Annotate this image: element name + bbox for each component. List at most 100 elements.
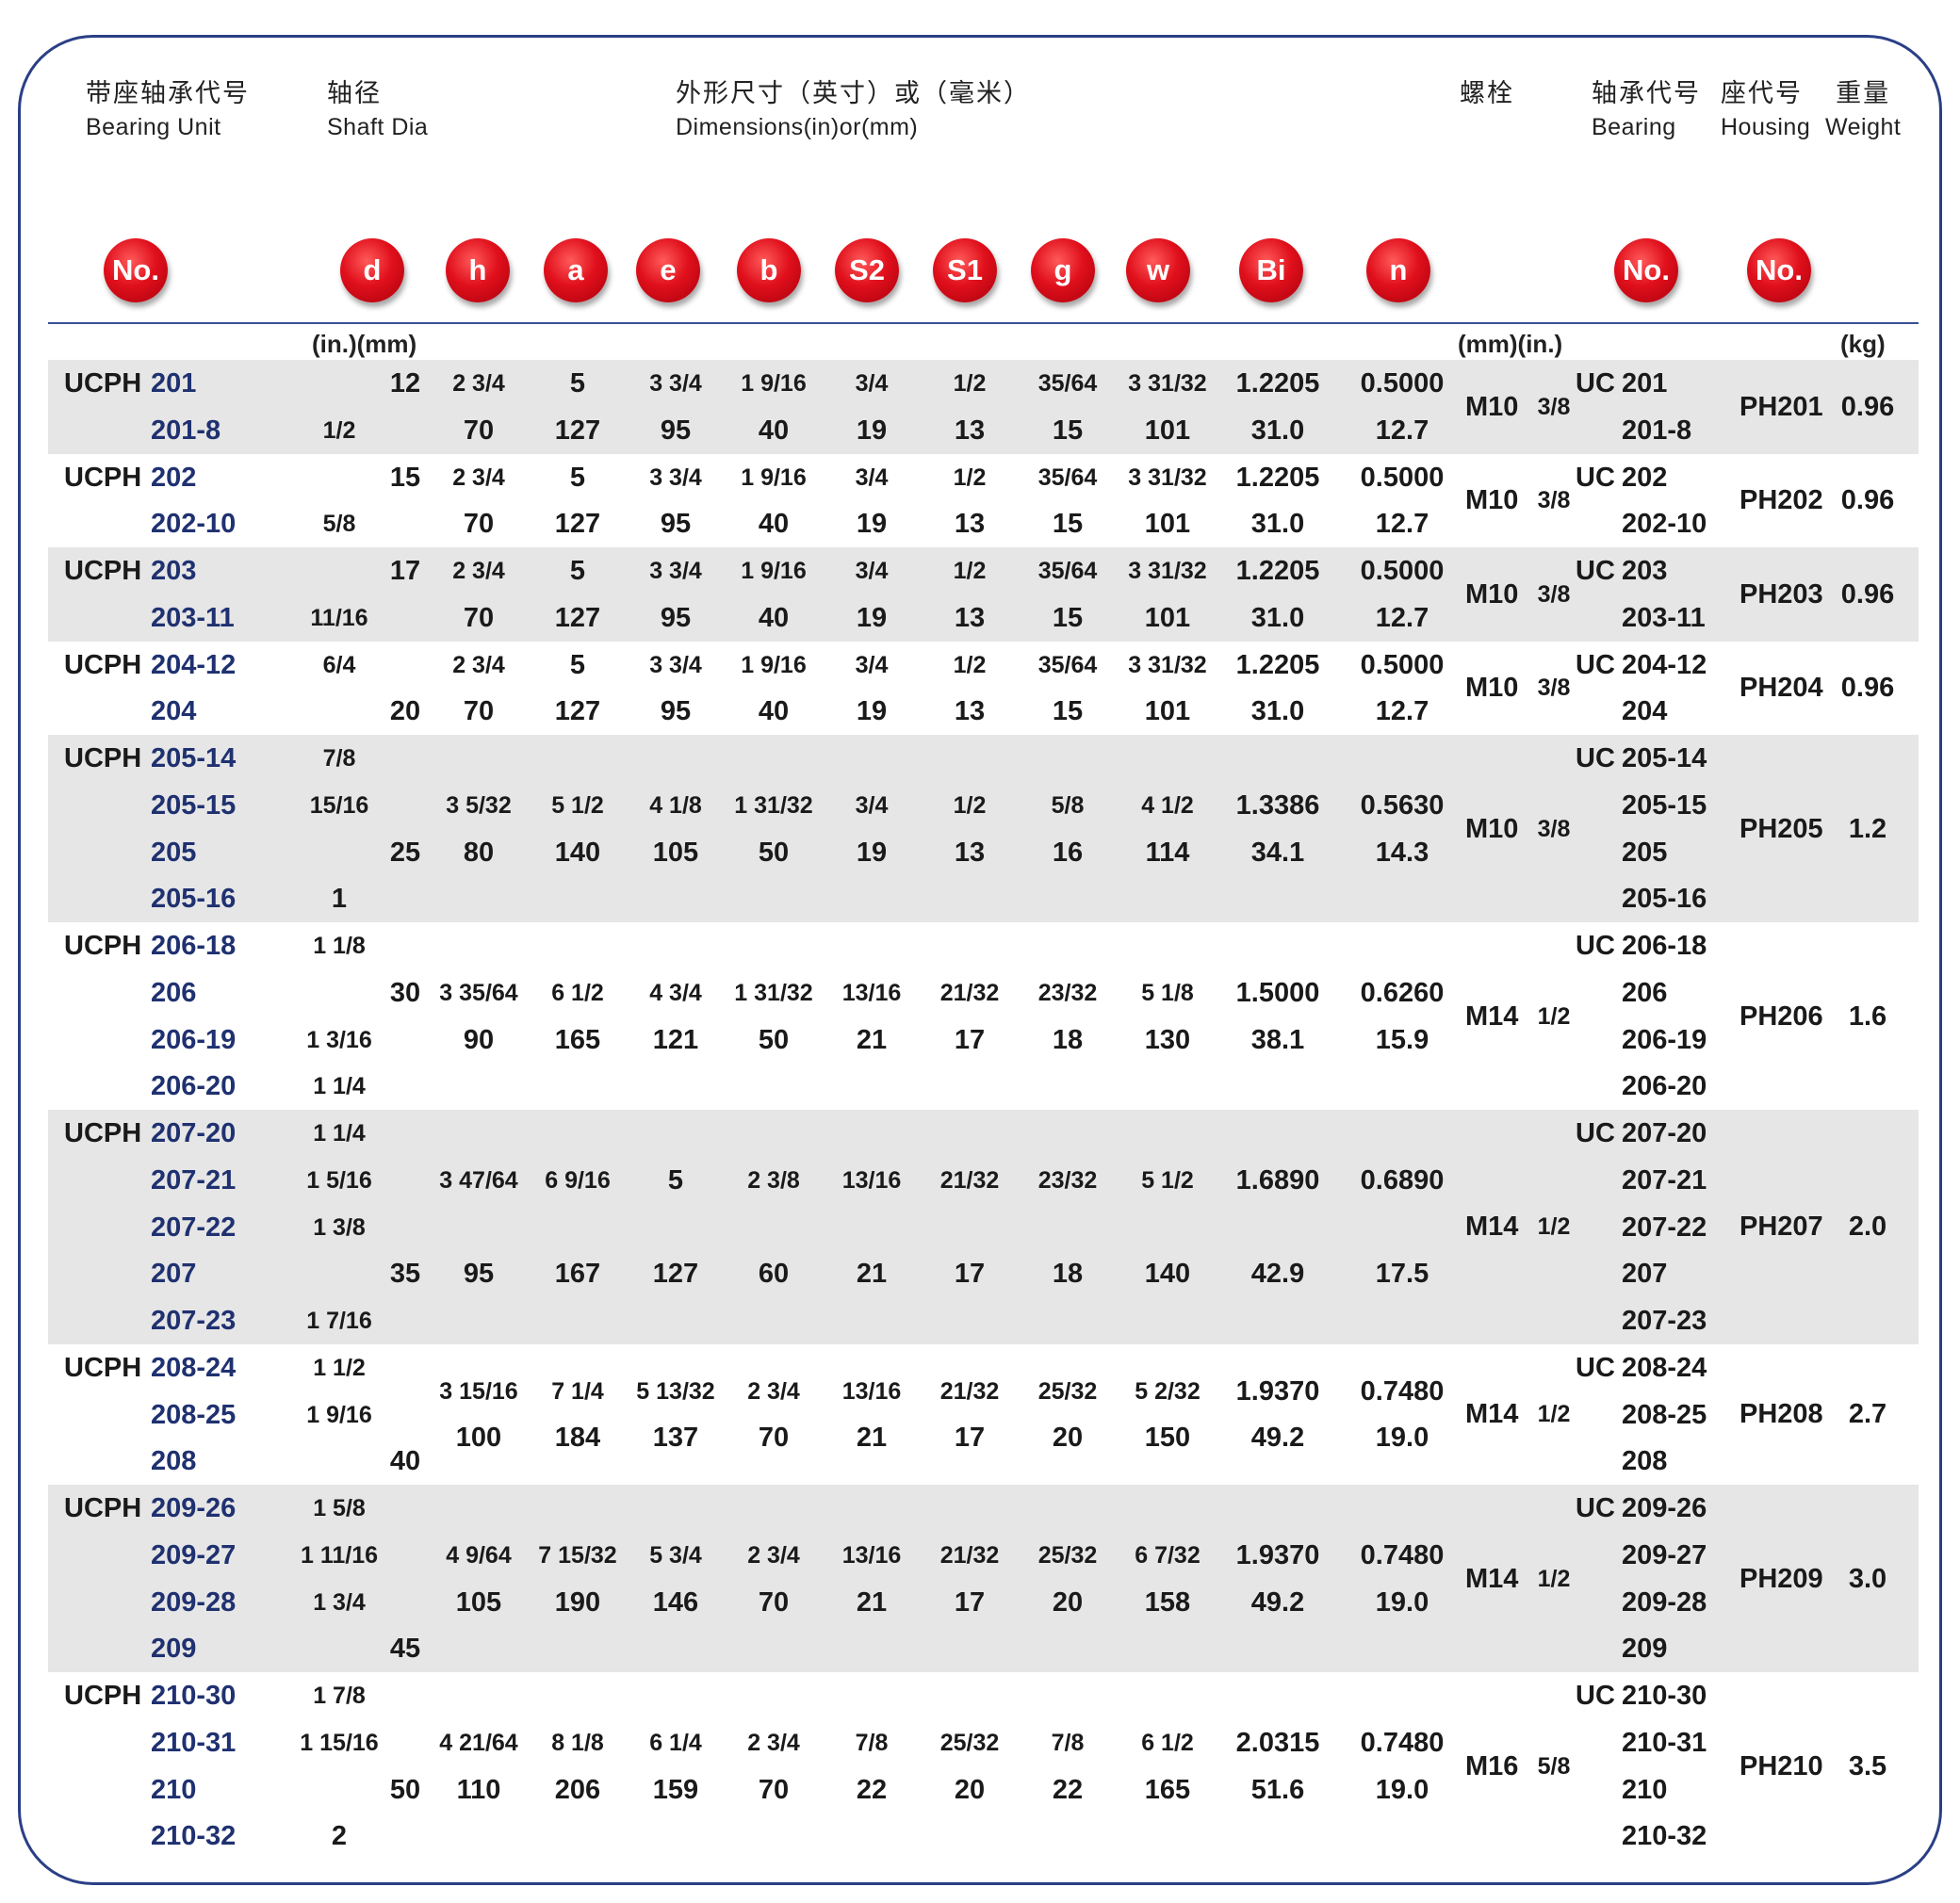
dim-bi: 34.1 [1250, 837, 1305, 868]
dim-n: 19.0 [1375, 1423, 1429, 1454]
bearing-number: 202-10 [1622, 509, 1707, 540]
dim-bi: 1.5000 [1235, 977, 1320, 1008]
dim-e: 121 [652, 1024, 699, 1055]
dim-s1: 1/2 [953, 370, 987, 397]
weight: 0.96 [1840, 578, 1895, 610]
bearing-number: 202 [1622, 462, 1668, 493]
unit-number: 202-10 [151, 509, 237, 540]
dim-w: 3 31/32 [1128, 558, 1207, 584]
dim-w: 165 [1144, 1774, 1191, 1805]
dim-s1: 17 [954, 1259, 986, 1290]
dim-w: 101 [1144, 509, 1191, 540]
unit-number: 207-20 [151, 1118, 237, 1148]
dim-w: 5 1/2 [1141, 1166, 1194, 1194]
row-group-stripe [48, 1110, 1919, 1344]
unit-number: 209-28 [151, 1586, 237, 1618]
unit-number: 204 [151, 696, 197, 727]
unit-number: 205-16 [151, 884, 237, 915]
dim-a: 165 [554, 1024, 601, 1055]
dim-a: 127 [554, 696, 601, 727]
unit-number: 208-24 [151, 1352, 237, 1383]
dim-h: 70 [463, 415, 495, 446]
header-bearing-unit: 带座轴承代号 Bearing Unit [86, 81, 250, 139]
dim-b: 2 3/8 [747, 1166, 800, 1194]
dim-s1: 13 [954, 837, 986, 868]
shaft-dia-in: 5/8 [322, 511, 356, 538]
dim-bi: 2.0315 [1235, 1727, 1320, 1758]
header-en: Housing [1721, 114, 1811, 140]
bearing-number: 209-26 [1622, 1493, 1707, 1523]
row-group-stripe [48, 547, 1919, 642]
bearing-number: 207-23 [1622, 1306, 1707, 1336]
dim-s2: 22 [856, 1774, 888, 1805]
dim-b: 2 3/4 [747, 1377, 800, 1405]
shaft-dia-in: 1 1/8 [313, 933, 366, 959]
dim-e: 137 [652, 1423, 699, 1454]
header-zh: 轴径 [327, 79, 382, 107]
dim-h: 2 3/4 [452, 651, 505, 678]
bearing-number: 201 [1622, 368, 1668, 398]
shaft-dia-in: 7/8 [322, 745, 356, 772]
shaft-dia-in: 1 7/16 [306, 1308, 372, 1334]
column-badge-s1: S1 [933, 238, 997, 302]
dim-bi: 1.9370 [1235, 1375, 1320, 1407]
dim-g: 25/32 [1037, 1541, 1098, 1569]
table-frame [18, 35, 1942, 1885]
dim-b: 1 9/16 [741, 651, 807, 678]
shaft-dia-mm: 15 [389, 462, 421, 493]
dim-g: 25/32 [1037, 1377, 1098, 1405]
dim-bi: 38.1 [1250, 1024, 1305, 1055]
dim-bi: 31.0 [1250, 696, 1305, 727]
bolt-in: 3/8 [1537, 487, 1571, 514]
bolt-mm: M14 [1465, 1212, 1519, 1243]
dim-e: 5 3/4 [649, 1541, 702, 1569]
shaft-dia-mm: 25 [389, 837, 421, 868]
bearing-number: 205-14 [1622, 743, 1707, 773]
header-dimensions: 外形尺寸（英寸）或（毫米） Dimensions(in)or(mm) [676, 81, 1031, 139]
column-badge-b: b [737, 238, 801, 302]
column-badge-no: No. [104, 238, 168, 302]
unit-number: 207-22 [151, 1212, 237, 1243]
bearing-number: 207-21 [1622, 1164, 1707, 1195]
dim-b: 50 [758, 837, 790, 868]
unit-number: 205-15 [151, 789, 237, 821]
dim-n: 0.5000 [1360, 368, 1445, 398]
dim-g: 23/32 [1037, 979, 1098, 1006]
dim-g: 15 [1052, 696, 1084, 727]
bearing-number: 208-25 [1622, 1399, 1707, 1430]
header-en: Bearing Unit [86, 114, 221, 140]
unit-number: 207 [151, 1259, 197, 1290]
dim-bi: 31.0 [1250, 509, 1305, 540]
dim-n: 12.7 [1375, 696, 1429, 727]
bolt-mm: M14 [1465, 1000, 1519, 1032]
weight: 0.96 [1840, 485, 1895, 516]
dim-bi: 51.6 [1250, 1774, 1305, 1805]
weight: 3.5 [1848, 1750, 1887, 1781]
housing-number: PH209 [1740, 1563, 1823, 1594]
unit-number: 204-12 [151, 649, 237, 680]
dim-s1: 17 [954, 1423, 986, 1454]
unit-number: 205 [151, 837, 197, 868]
header-en: Shaft Dia [327, 114, 429, 140]
header-housing: 座代号 Housing [1721, 81, 1810, 139]
dim-b: 40 [758, 696, 790, 727]
dim-h: 70 [463, 509, 495, 540]
header-weight: 重量 Weight [1825, 81, 1901, 139]
unit-weight: (kg) [1840, 330, 1886, 358]
dim-s1: 13 [954, 415, 986, 446]
column-badge-h: h [446, 238, 510, 302]
dim-bi: 31.0 [1250, 415, 1305, 446]
unit-number: 209-27 [151, 1539, 237, 1570]
dim-a: 8 1/8 [551, 1729, 604, 1756]
dim-a: 206 [554, 1774, 601, 1805]
dim-n: 19.0 [1375, 1774, 1429, 1805]
dim-w: 5 2/32 [1135, 1377, 1200, 1405]
unit-number: 206-18 [151, 931, 237, 961]
housing-number: PH205 [1740, 813, 1823, 844]
unit-number: 209-26 [151, 1493, 237, 1523]
dim-n: 0.7480 [1360, 1727, 1445, 1758]
shaft-dia-in: 1 [331, 884, 348, 915]
dim-s2: 21 [856, 1259, 888, 1290]
header-bolt: 螺栓 [1460, 81, 1514, 106]
shaft-dia-in: 6/4 [322, 651, 356, 678]
